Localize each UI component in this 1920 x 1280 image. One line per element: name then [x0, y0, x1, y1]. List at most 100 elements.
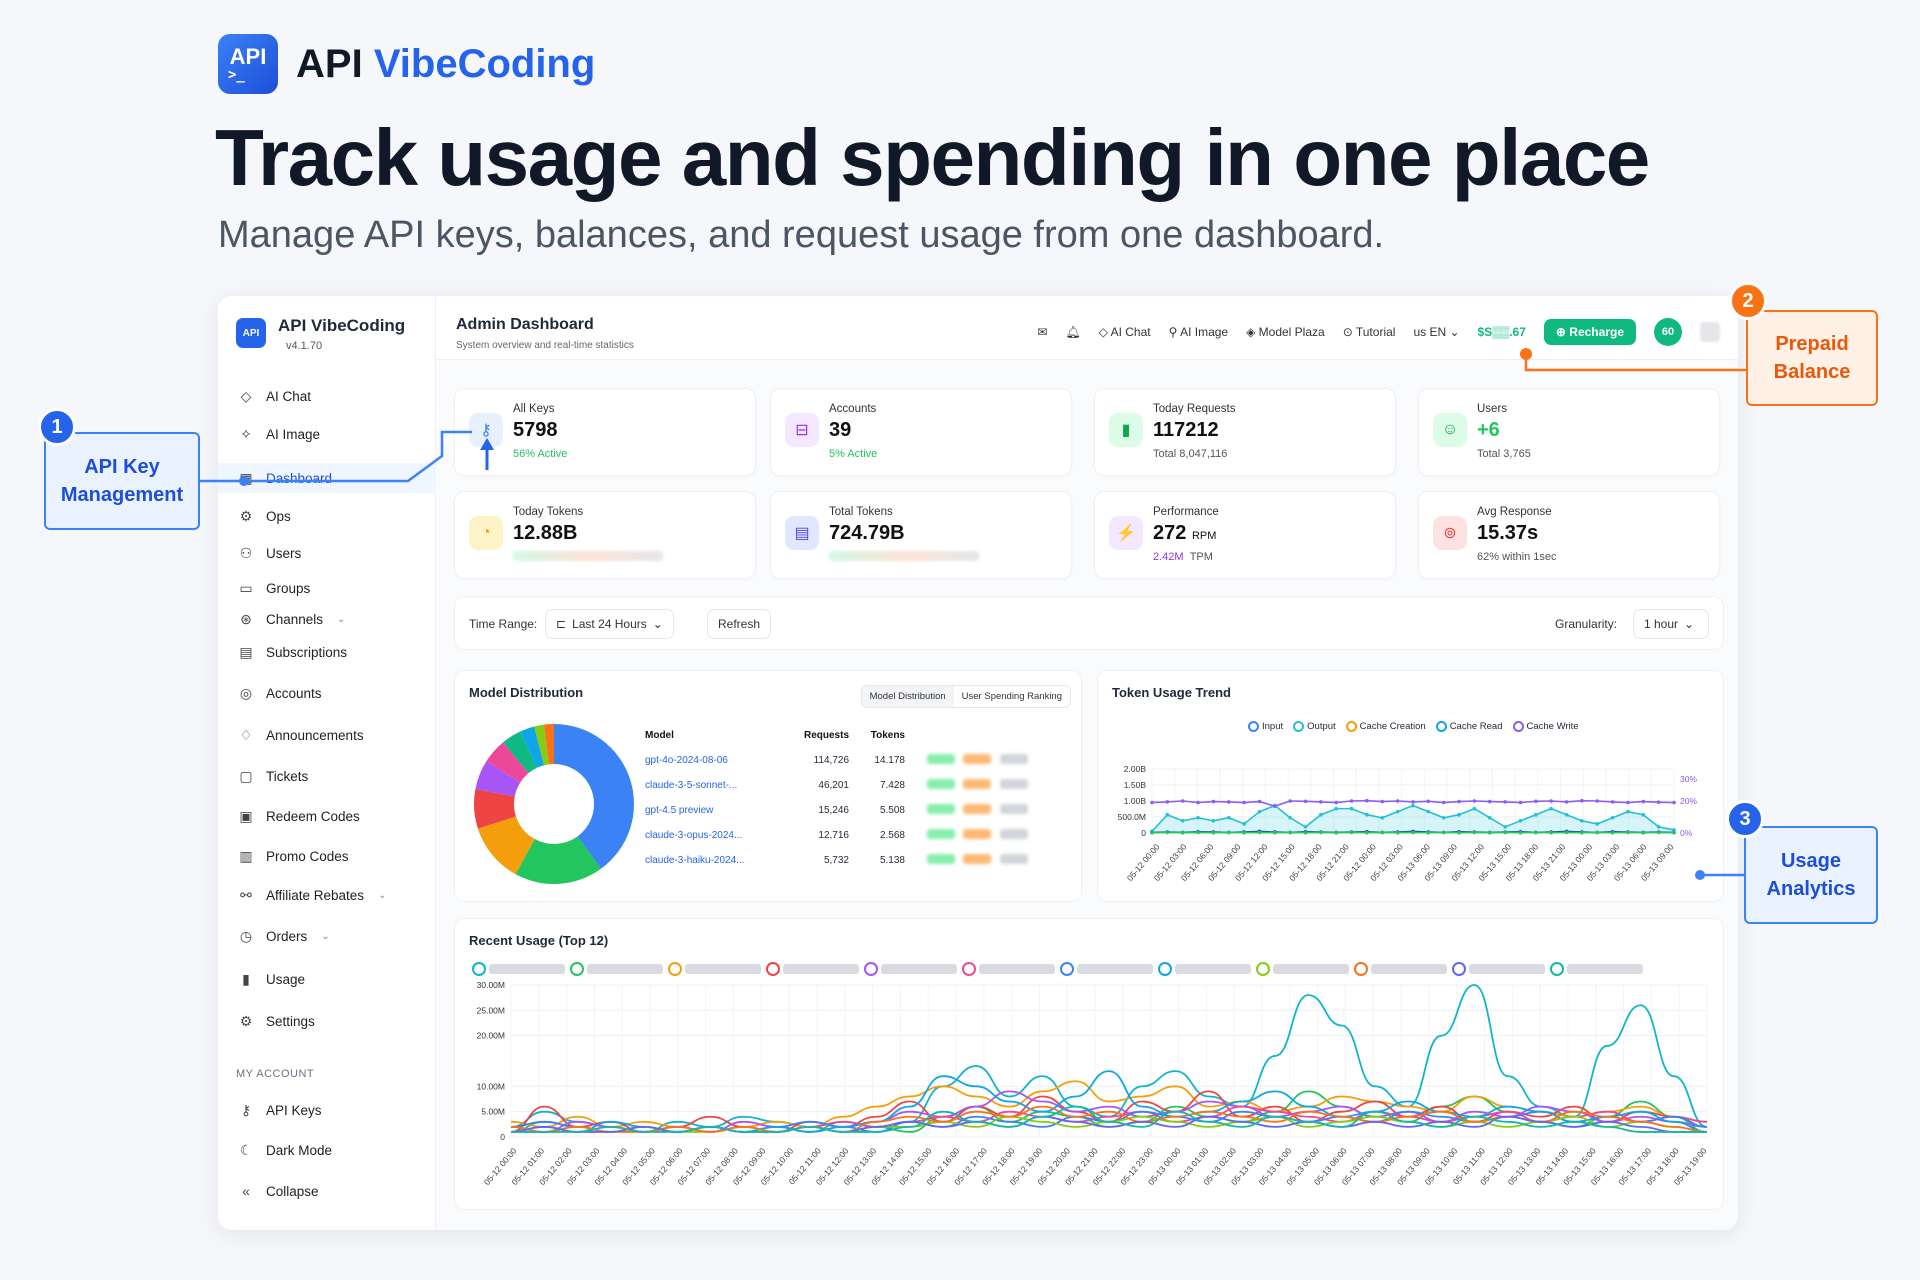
sidebar-item-users[interactable]: ⚇ Users [218, 538, 436, 568]
sidebar-item-subscriptions[interactable]: ▤ Subscriptions [218, 637, 436, 667]
series-line[interactable] [510, 984, 1708, 1133]
data-point[interactable] [1319, 812, 1323, 817]
legend-item[interactable]: Cache Creation [1345, 721, 1426, 732]
data-point[interactable] [1180, 819, 1185, 823]
data-point[interactable] [1564, 812, 1569, 817]
table-row[interactable]: claude-3-5-sonnet-... 46,201 7.428 [645, 773, 1065, 798]
data-point[interactable] [1595, 799, 1600, 803]
model-name[interactable]: claude-3-haiku-2024... [645, 855, 745, 866]
model-name[interactable]: gpt-4.5 preview [645, 805, 714, 816]
data-point[interactable] [1549, 830, 1553, 835]
legend-marker[interactable] [1060, 962, 1074, 976]
table-row[interactable]: claude-3-opus-2024... 12,716 2.568 [645, 823, 1065, 848]
data-point[interactable] [1165, 800, 1170, 804]
language-select[interactable]: us EN ⌄ [1413, 325, 1460, 339]
topbar-ai-image[interactable]: ⚲ AI Image [1168, 325, 1229, 339]
refresh-button[interactable]: Refresh [707, 609, 772, 639]
sidebar-item-tickets[interactable]: ▢ Tickets [218, 761, 436, 791]
data-point[interactable] [1411, 800, 1415, 804]
legend-marker[interactable] [766, 962, 780, 976]
table-row[interactable]: gpt-4o-2024-08-06 114,726 14.178 [645, 748, 1065, 773]
pie-slice[interactable] [554, 724, 634, 869]
sidebar-item-usage[interactable]: ▮ Usage [218, 964, 436, 994]
data-point[interactable] [1242, 822, 1246, 826]
data-point[interactable] [1503, 825, 1507, 829]
topbar-tutorial[interactable]: ⊙ Tutorial [1342, 325, 1396, 339]
data-point[interactable] [1334, 806, 1339, 811]
legend-item[interactable]: Cache Write [1512, 721, 1579, 732]
data-point[interactable] [1564, 800, 1569, 804]
legend-marker[interactable] [1256, 962, 1270, 976]
legend-marker[interactable] [864, 962, 878, 976]
data-point[interactable] [1150, 830, 1154, 835]
table-row[interactable]: gpt-4.5 preview 15,246 5.508 [645, 798, 1065, 823]
sidebar-item-dark-mode[interactable]: ☾ Dark Mode [218, 1135, 436, 1165]
legend-item[interactable]: Input [1248, 721, 1283, 732]
data-point[interactable] [1534, 830, 1538, 835]
data-point[interactable] [1457, 830, 1461, 835]
model-name[interactable]: gpt-4o-2024-08-06 [645, 755, 728, 766]
data-point[interactable] [1365, 812, 1369, 817]
data-point[interactable] [1288, 799, 1292, 803]
data-point[interactable] [1180, 799, 1185, 803]
legend-marker[interactable] [1452, 962, 1466, 976]
sidebar-item-dashboard[interactable]: ▦ Dashboard [218, 463, 436, 493]
sidebar-item-ops[interactable]: ⚙ Ops [218, 501, 436, 531]
data-point[interactable] [1472, 799, 1477, 803]
data-point[interactable] [1349, 830, 1354, 835]
tab-user-spending[interactable]: User Spending Ranking [961, 691, 1062, 702]
data-point[interactable] [1472, 806, 1477, 811]
data-point[interactable] [1349, 799, 1354, 803]
data-point[interactable] [1487, 830, 1492, 835]
pie-slice[interactable] [477, 816, 535, 875]
data-point[interactable] [1441, 815, 1446, 820]
data-point[interactable] [1411, 830, 1415, 835]
data-point[interactable] [1534, 799, 1538, 804]
data-point[interactable] [1211, 819, 1216, 823]
data-point[interactable] [1196, 815, 1200, 820]
data-point[interactable] [1580, 830, 1584, 835]
data-point[interactable] [1226, 800, 1231, 804]
sidebar-item-ai-chat[interactable]: ◇ AI Chat [218, 381, 436, 411]
sidebar-item-collapse[interactable]: « Collapse [218, 1176, 436, 1206]
data-point[interactable] [1303, 825, 1308, 829]
data-point[interactable] [1549, 806, 1553, 811]
data-point[interactable] [1211, 830, 1216, 835]
legend-marker[interactable] [472, 962, 486, 976]
time-range-select[interactable]: ⊏ Last 24 Hours ⌄ [545, 609, 674, 639]
data-point[interactable] [1641, 812, 1646, 817]
data-point[interactable] [1626, 830, 1630, 835]
topbar-ai-chat[interactable]: ◇ AI Chat [1098, 325, 1151, 339]
data-point[interactable] [1626, 809, 1630, 814]
mail-icon[interactable]: ✉ [1037, 325, 1048, 339]
user-menu[interactable] [1700, 322, 1720, 342]
data-point[interactable] [1319, 830, 1323, 835]
data-point[interactable] [1411, 803, 1415, 808]
data-point[interactable] [1503, 830, 1507, 835]
pie-slice[interactable] [534, 724, 549, 766]
data-point[interactable] [1226, 815, 1231, 820]
data-point[interactable] [1242, 830, 1246, 835]
data-point[interactable] [1426, 799, 1431, 804]
data-point[interactable] [1564, 830, 1569, 835]
avatar[interactable]: 60 [1654, 318, 1682, 346]
data-point[interactable] [1365, 830, 1369, 835]
data-point[interactable] [1165, 830, 1170, 835]
data-point[interactable] [1273, 830, 1277, 835]
data-point[interactable] [1656, 830, 1661, 835]
legend-item[interactable]: Cache Read [1435, 721, 1503, 732]
data-point[interactable] [1273, 804, 1277, 808]
recharge-button[interactable]: ⊕ Recharge [1543, 319, 1636, 345]
data-point[interactable] [1518, 800, 1523, 805]
sidebar-item-announcements[interactable]: ♢ Announcements [218, 720, 436, 750]
data-point[interactable] [1426, 809, 1431, 814]
model-name[interactable]: claude-3-opus-2024... [645, 830, 743, 841]
legend-item[interactable]: Output [1293, 721, 1336, 732]
data-point[interactable] [1595, 822, 1600, 826]
tab-model-distribution[interactable]: Model Distribution [861, 686, 954, 707]
data-point[interactable] [1534, 812, 1538, 817]
data-point[interactable] [1656, 800, 1661, 805]
balance-display[interactable]: $S▒▒.67 [1477, 325, 1526, 339]
data-point[interactable] [1395, 830, 1400, 835]
legend-marker[interactable] [1354, 962, 1368, 976]
